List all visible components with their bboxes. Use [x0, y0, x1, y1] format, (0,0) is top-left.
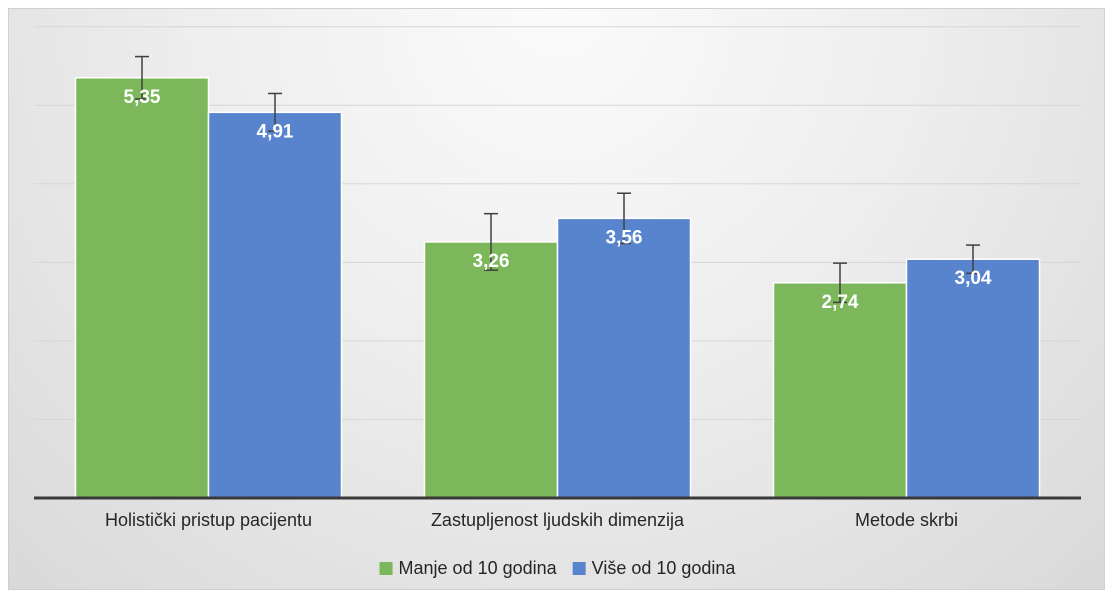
- data-label: 4,91: [257, 121, 294, 142]
- legend-swatch: [379, 562, 393, 575]
- data-label: 3,56: [606, 227, 643, 248]
- category-label: Zastupljenost ljudskih dimenzija: [431, 510, 685, 530]
- legend: Manje od 10 godina Više od 10 godina: [379, 558, 737, 578]
- bar-series1-2: [423, 241, 559, 499]
- chart-area: 5,35 4,91 3,26 3,56 2,74 3,04 Holistički pris…: [8, 8, 1105, 590]
- bars: [74, 77, 1041, 499]
- data-label: 3,26: [473, 251, 510, 272]
- bar-series1-1: [74, 77, 210, 499]
- data-label: 3,04: [955, 268, 992, 289]
- category-labels: Holistički pristup pacijentu Zastupljenos…: [105, 510, 958, 530]
- bar-series1-3: [772, 282, 908, 499]
- bar-series2-1: [207, 111, 343, 499]
- data-label: 5,35: [124, 87, 161, 108]
- bar-series2-3: [905, 258, 1041, 499]
- error-bars: [135, 55, 980, 304]
- data-labels: 5,35 4,91 3,26 3,56 2,74 3,04: [124, 87, 992, 313]
- legend-label: Manje od 10 godina: [399, 558, 558, 578]
- category-label: Metode skrbi: [855, 510, 958, 530]
- legend-label: Više od 10 godina: [592, 558, 737, 578]
- bar-series2-2: [556, 217, 692, 499]
- legend-swatch: [572, 562, 586, 575]
- bar-chart: 5,35 4,91 3,26 3,56 2,74 3,04 Holistički pris…: [34, 26, 1081, 578]
- category-label: Holistički pristup pacijentu: [105, 510, 312, 530]
- data-label: 2,74: [822, 292, 859, 313]
